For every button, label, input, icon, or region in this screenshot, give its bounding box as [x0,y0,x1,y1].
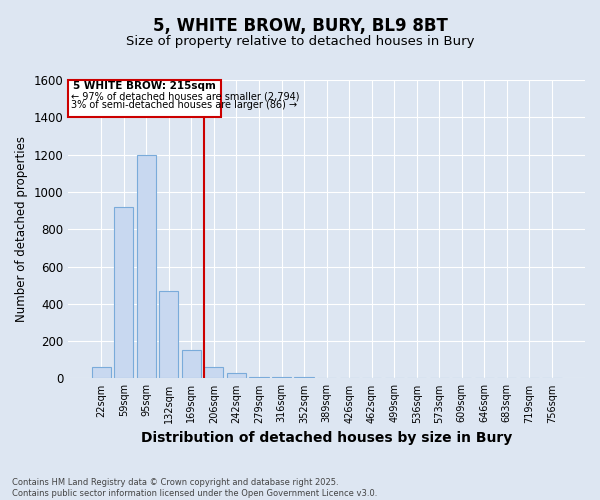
Text: 3% of semi-detached houses are larger (86) →: 3% of semi-detached houses are larger (8… [71,100,297,110]
Bar [182,350,201,378]
Bar [205,367,223,378]
Text: Size of property relative to detached houses in Bury: Size of property relative to detached ho… [126,35,474,48]
Text: 5 WHITE BROW: 215sqm: 5 WHITE BROW: 215sqm [73,82,216,92]
Bar [227,373,246,378]
Text: ← 97% of detached houses are smaller (2,794): ← 97% of detached houses are smaller (2,… [71,92,299,102]
X-axis label: Distribution of detached houses by size in Bury: Distribution of detached houses by size … [141,431,512,445]
Text: 5, WHITE BROW, BURY, BL9 8BT: 5, WHITE BROW, BURY, BL9 8BT [152,18,448,36]
Bar [114,207,133,378]
Y-axis label: Number of detached properties: Number of detached properties [15,136,28,322]
Bar [159,291,178,378]
Bar [137,154,156,378]
Bar [250,376,269,378]
Text: Contains HM Land Registry data © Crown copyright and database right 2025.
Contai: Contains HM Land Registry data © Crown c… [12,478,377,498]
Bar [92,367,111,378]
FancyBboxPatch shape [68,80,221,118]
